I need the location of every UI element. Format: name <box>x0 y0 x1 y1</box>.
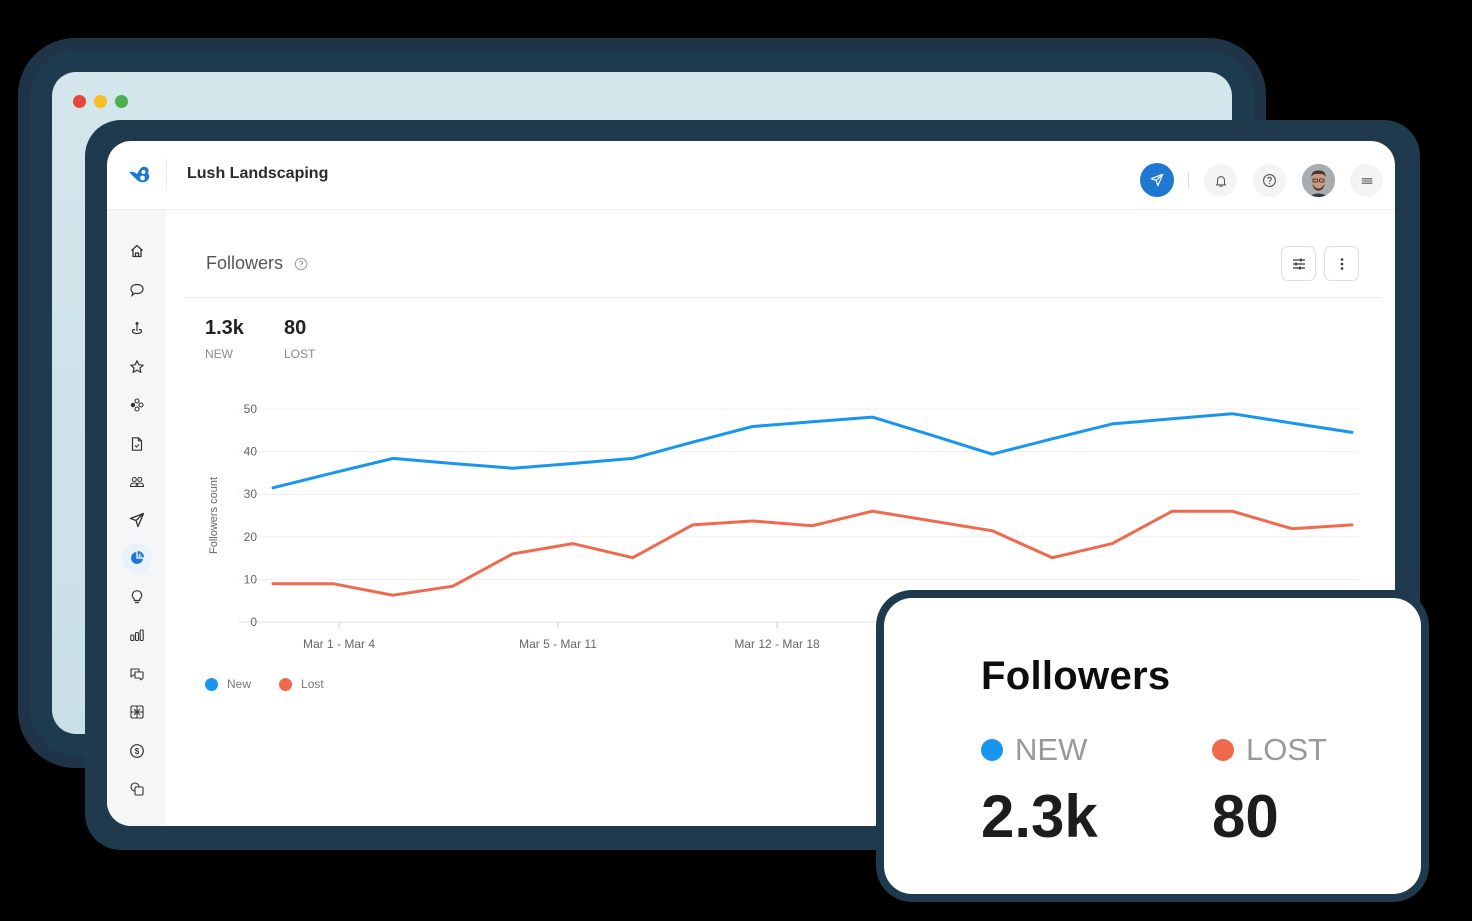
x-tick-label: Mar 5 - Mar 11 <box>519 637 597 651</box>
stat-new-label: NEW <box>205 347 233 361</box>
followers-line-chart[interactable]: 0 10 20 30 40 50 Followers count Mar 1 - Mar 4 M… <box>107 141 1395 826</box>
send-icon <box>129 512 145 528</box>
home-icon <box>131 244 143 258</box>
minimize-window-dot[interactable] <box>94 95 107 108</box>
more-options-button[interactable] <box>1324 246 1359 281</box>
bird-logo-icon[interactable] <box>127 163 153 187</box>
logo-divider <box>166 159 167 191</box>
sliders-icon <box>1292 258 1305 269</box>
legend-dot-lost <box>279 677 293 691</box>
x-tick-label: Mar 1 - Mar 4 <box>303 637 375 651</box>
help-icon <box>1263 174 1276 187</box>
location-pin-icon <box>131 322 143 335</box>
chat-bubble-icon <box>130 283 144 298</box>
stat-new-value: 1.3k <box>205 317 244 339</box>
gallery-icon <box>130 705 144 719</box>
card-lost: LOST 80 <box>1212 732 1327 851</box>
card-title: Followers <box>981 654 1171 698</box>
sidebar-item-reviews[interactable] <box>124 354 150 380</box>
panel-divider <box>184 297 1381 298</box>
bar-chart-icon <box>130 629 144 642</box>
card-new: NEW 2.3k <box>981 732 1098 851</box>
contacts-icon <box>129 476 145 488</box>
card-lost-value: 80 <box>1212 783 1279 850</box>
stat-lost-label: LOST <box>284 347 316 361</box>
send-icon <box>1150 173 1164 187</box>
chart-legend: New Lost <box>205 677 352 691</box>
notifications-button[interactable] <box>1204 164 1237 197</box>
series-line-lost <box>271 509 1354 597</box>
x-tick-label: Mar 12 - Mar 18 <box>734 637 820 651</box>
stat-new: 1.3k NEW <box>205 317 244 361</box>
legend-label-new: New <box>227 677 252 691</box>
stat-lost-value: 80 <box>284 317 307 339</box>
legend-label-lost: Lost <box>301 677 324 691</box>
sidebar-item-multi-location[interactable] <box>124 776 150 802</box>
copy-icon <box>130 782 144 796</box>
integrations-icon <box>130 398 144 412</box>
send-button[interactable] <box>1140 163 1174 197</box>
sidebar-item-conversations[interactable] <box>124 277 150 303</box>
sidebar-item-reports[interactable] <box>122 543 152 573</box>
legend-dot-new <box>205 677 218 691</box>
stat-lost: 80 LOST <box>284 317 315 361</box>
y-tick-label: 20 <box>244 530 258 544</box>
card-new-label: NEW <box>1015 732 1088 767</box>
legend-item-new[interactable]: New <box>205 677 251 691</box>
star-icon <box>130 360 144 373</box>
hamburger-menu-icon <box>1361 177 1372 184</box>
avatar-photo-icon <box>1302 164 1335 197</box>
filter-button[interactable] <box>1281 246 1316 281</box>
y-tick-label: 0 <box>250 615 257 629</box>
panel-title: Followers <box>206 253 284 273</box>
pie-chart-icon <box>131 551 144 564</box>
card-lost-label: LOST <box>1246 732 1327 767</box>
sidebar-item-contacts[interactable] <box>124 469 150 495</box>
topbar-separator <box>1188 172 1189 189</box>
sidebar-item-home[interactable] <box>124 238 150 264</box>
top-bar: Lush Landscaping <box>107 141 1395 210</box>
sidebar-item-social[interactable] <box>124 699 150 725</box>
help-button[interactable] <box>1253 164 1286 197</box>
followers-summary-card: Followers NEW 2.3k LOST 80 <box>884 598 1421 894</box>
svg-text:$: $ <box>135 747 140 756</box>
sidebar-item-surveys[interactable] <box>124 431 150 457</box>
help-icon[interactable] <box>294 257 308 271</box>
sidebar-item-analytics[interactable] <box>124 622 150 648</box>
sidebar-item-insights[interactable] <box>124 584 150 610</box>
card-dot-lost <box>1212 739 1234 761</box>
dollar-icon: $ <box>130 744 144 758</box>
y-tick-label: 50 <box>244 402 258 416</box>
lightbulb-icon <box>131 590 143 604</box>
close-window-dot[interactable] <box>73 95 86 108</box>
sidebar-item-messages[interactable] <box>124 661 150 687</box>
y-tick-label: 40 <box>244 445 258 459</box>
sidebar-item-campaigns[interactable] <box>124 507 150 533</box>
maximize-window-dot[interactable] <box>115 95 128 108</box>
sidebar-item-integrations[interactable] <box>124 392 150 418</box>
bell-icon <box>1215 175 1226 187</box>
card-new-value: 2.3k <box>981 783 1098 850</box>
business-name: Lush Landscaping <box>187 165 329 182</box>
card-dot-new <box>981 739 1003 761</box>
legend-item-lost[interactable]: Lost <box>279 677 324 691</box>
sidebar: $ <box>107 210 166 826</box>
y-tick-label: 30 <box>244 487 258 501</box>
vertical-dots-icon <box>1340 257 1343 270</box>
document-check-icon <box>131 437 143 451</box>
user-avatar[interactable] <box>1302 164 1335 197</box>
sidebar-item-payments[interactable]: $ <box>124 738 150 764</box>
sidebar-item-listings[interactable] <box>124 315 150 341</box>
conversations-icon <box>130 668 144 681</box>
series-line-new <box>271 412 1354 490</box>
y-tick-label: 10 <box>244 572 258 586</box>
y-axis-label: Followers count <box>208 477 220 554</box>
main-menu-button[interactable] <box>1350 164 1383 197</box>
